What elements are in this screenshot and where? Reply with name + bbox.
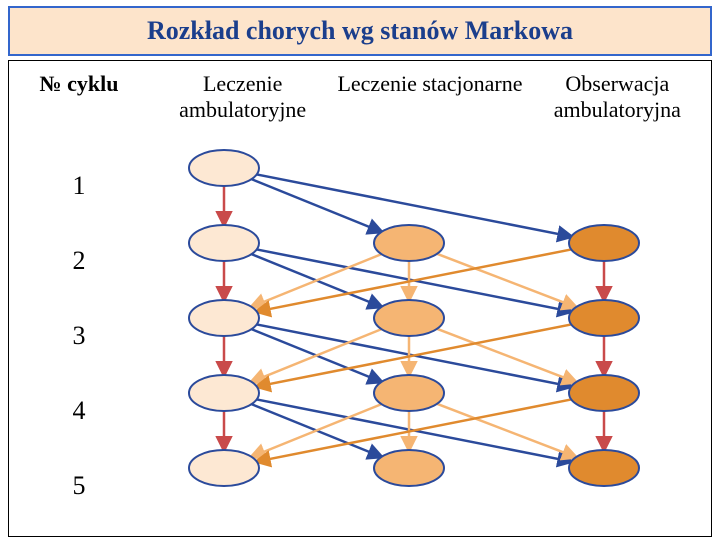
- cycle-4: 4: [9, 396, 149, 471]
- col1-header: Leczenie ambulatoryjne: [149, 71, 336, 124]
- title-text: Rozkład chorych wg stanów Markowa: [147, 16, 573, 45]
- cycle-labels: 1 2 3 4 5: [9, 171, 149, 546]
- cycle-1: 1: [9, 171, 149, 246]
- column-headers: № cyklu Leczenie ambulatoryjne Leczenie …: [9, 61, 711, 144]
- cycle-2: 2: [9, 246, 149, 321]
- col2-header: Leczenie stacjonarne: [336, 71, 523, 124]
- cycle-header: № cyklu: [9, 71, 149, 124]
- cycle-3: 3: [9, 321, 149, 396]
- diagram-container: № cyklu Leczenie ambulatoryjne Leczenie …: [8, 60, 712, 537]
- col3-header: Obserwacja ambulatoryjna: [524, 71, 711, 124]
- cycle-5: 5: [9, 471, 149, 546]
- page-title: Rozkład chorych wg stanów Markowa: [8, 6, 712, 56]
- markov-diagram: [149, 146, 709, 536]
